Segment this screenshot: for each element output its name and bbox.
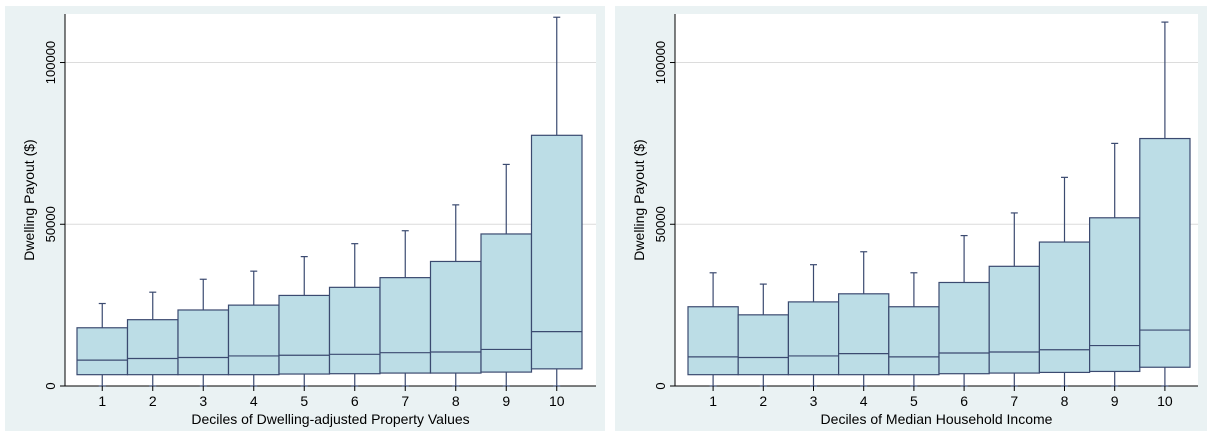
y-tick-label: 50000 bbox=[653, 206, 668, 242]
x-tick-label: 5 bbox=[910, 393, 918, 409]
x-tick-label: 6 bbox=[351, 393, 359, 409]
x-tick-label: 5 bbox=[300, 393, 308, 409]
box bbox=[787, 301, 840, 376]
box bbox=[737, 314, 789, 376]
y-axis-title: Dwelling Payout ($) bbox=[21, 139, 37, 260]
x-tick-label: 2 bbox=[759, 393, 767, 409]
x-axis-title: Deciles of Median Household Income bbox=[821, 411, 1053, 427]
y-tick-label: 100000 bbox=[43, 41, 58, 84]
box-plot-household-income: 0 50000 100000 1 2 3 4 5 6 7 8 9 10 Deciles of Median… bbox=[631, 14, 1198, 427]
y-axis-title: Dwelling Payout ($) bbox=[631, 139, 647, 260]
x-tick-label: 1 bbox=[709, 393, 717, 409]
x-tick-label: 7 bbox=[1010, 393, 1018, 409]
x-tick-label: 6 bbox=[960, 393, 968, 409]
x-tick-label: 10 bbox=[549, 393, 565, 409]
x-tick-label: 9 bbox=[1111, 393, 1119, 409]
box bbox=[429, 260, 482, 374]
y-tick-label: 0 bbox=[653, 382, 668, 389]
box bbox=[177, 309, 230, 376]
box bbox=[1139, 137, 1191, 368]
x-tick-label: 1 bbox=[98, 393, 106, 409]
x-tick-label: 3 bbox=[199, 393, 207, 409]
box bbox=[530, 134, 583, 370]
x-tick-label: 4 bbox=[250, 393, 258, 409]
box bbox=[480, 233, 533, 373]
box bbox=[278, 294, 331, 375]
chart-panel-household-income: 0 50000 100000 1 2 3 4 5 6 7 8 9 10 Deciles of Median… bbox=[615, 6, 1207, 431]
box bbox=[1038, 241, 1091, 374]
x-tick-label: 4 bbox=[860, 393, 868, 409]
box bbox=[76, 327, 129, 376]
x-tick-label: 9 bbox=[502, 393, 510, 409]
y-tick-label: 100000 bbox=[653, 41, 668, 84]
box bbox=[687, 306, 739, 376]
box bbox=[328, 286, 381, 375]
x-tick-label: 10 bbox=[1157, 393, 1173, 409]
x-tick-label: 8 bbox=[452, 393, 460, 409]
box bbox=[227, 304, 280, 376]
box bbox=[888, 306, 940, 376]
chart-panel-property-values: 0 50000 100000 1 2 3 4 5 6 7 8 9 10 Deciles of Dwelli… bbox=[5, 6, 605, 431]
box bbox=[1089, 217, 1141, 373]
box bbox=[838, 293, 890, 376]
y-tick-label: 0 bbox=[43, 382, 58, 389]
x-tick-label: 7 bbox=[401, 393, 409, 409]
y-tick-label: 50000 bbox=[43, 206, 58, 242]
box bbox=[379, 277, 432, 374]
box-plot-property-values: 0 50000 100000 1 2 3 4 5 6 7 8 9 10 Deciles of Dwelli… bbox=[21, 14, 596, 427]
x-tick-label: 8 bbox=[1061, 393, 1069, 409]
x-tick-label: 2 bbox=[149, 393, 157, 409]
box bbox=[938, 281, 990, 375]
box bbox=[988, 265, 1041, 374]
x-tick-label: 3 bbox=[810, 393, 818, 409]
x-axis-title: Deciles of Dwelling-adjusted Property Va… bbox=[191, 411, 469, 427]
box bbox=[126, 319, 179, 376]
